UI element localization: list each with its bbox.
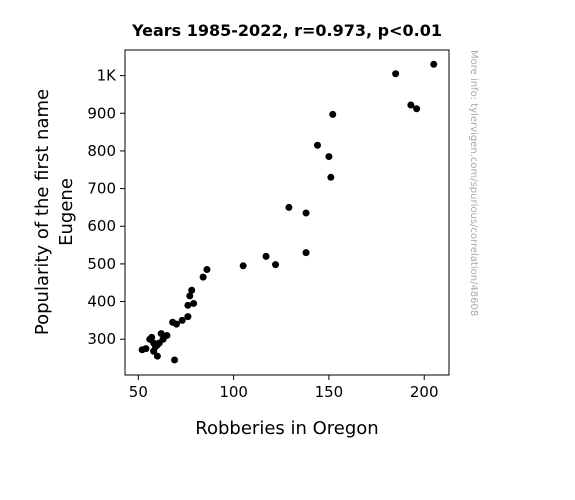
data-point-2 — [142, 345, 150, 353]
data-point-37 — [413, 105, 421, 113]
data-point-24 — [203, 266, 211, 274]
y-tick-label-1K: 1K — [97, 67, 118, 85]
data-point-25 — [239, 262, 247, 270]
data-point-17 — [178, 316, 186, 324]
data-point-32 — [325, 153, 333, 161]
data-point-22 — [190, 299, 198, 307]
data-point-36 — [407, 101, 415, 109]
data-point-33 — [327, 173, 335, 181]
data-point-34 — [329, 110, 337, 118]
y-tick-label-500: 500 — [87, 255, 116, 273]
data-point-21 — [188, 286, 196, 294]
data-point-13 — [163, 331, 171, 339]
plot-area: 50 100 150 200 300 400 500 600 700 800 900 1K — [87, 49, 450, 401]
data-point-27 — [272, 261, 280, 269]
y-tick-label-700: 700 — [87, 180, 116, 198]
data-point-18 — [184, 313, 192, 321]
data-point-30 — [302, 209, 310, 217]
data-point-38 — [430, 60, 438, 68]
data-point-23 — [199, 273, 207, 281]
y-axis-label-line-1: Popularity of the first name — [32, 89, 53, 335]
y-tick-label-900: 900 — [87, 104, 116, 122]
data-point-26 — [262, 252, 270, 260]
y-axis-ticks: 300 400 500 600 700 800 900 1K — [87, 67, 125, 348]
x-tick-label-200: 200 — [410, 383, 439, 401]
x-tick-label-100: 100 — [219, 383, 248, 401]
watermark-text: More info: tylervigen.com/spurious/corre… — [468, 50, 479, 316]
data-point-29 — [302, 249, 310, 257]
data-point-16 — [172, 320, 180, 328]
x-axis-ticks: 50 100 150 200 — [129, 375, 439, 401]
x-tick-label-50: 50 — [129, 383, 148, 401]
watermark: More info: tylervigen.com/spurious/corre… — [468, 50, 479, 316]
y-tick-label-800: 800 — [87, 142, 116, 160]
data-points — [138, 60, 438, 364]
y-axis-label: Popularity of the first name Eugene — [32, 89, 77, 335]
chart-title: Years 1985-2022, r=0.973, p<0.01 — [131, 21, 442, 40]
data-point-19 — [184, 301, 192, 309]
data-point-11 — [157, 330, 165, 338]
data-point-31 — [313, 141, 321, 149]
plot-frame — [124, 49, 450, 376]
y-tick-label-600: 600 — [87, 217, 116, 235]
y-tick-label-300: 300 — [87, 330, 116, 348]
y-axis-label-line-2: Eugene — [56, 178, 77, 246]
y-tick-label-400: 400 — [87, 293, 116, 311]
data-point-20 — [186, 292, 194, 300]
data-point-35 — [392, 70, 400, 78]
x-tick-label-150: 150 — [315, 383, 344, 401]
x-axis-label: Robberies in Oregon — [195, 418, 378, 439]
data-point-4 — [148, 333, 156, 341]
data-point-15 — [171, 356, 179, 364]
data-point-8 — [153, 352, 161, 360]
data-point-28 — [285, 203, 293, 211]
